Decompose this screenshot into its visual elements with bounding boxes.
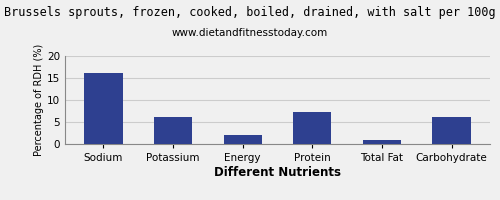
Y-axis label: Percentage of RDH (%): Percentage of RDH (%) (34, 44, 44, 156)
Text: www.dietandfitnesstoday.com: www.dietandfitnesstoday.com (172, 28, 328, 38)
Bar (293, 112, 332, 144)
X-axis label: Different Nutrients: Different Nutrients (214, 166, 341, 179)
Bar (224, 135, 262, 144)
Bar (84, 73, 122, 144)
Bar (432, 117, 470, 144)
Bar (154, 117, 192, 144)
Text: Brussels sprouts, frozen, cooked, boiled, drained, with salt per 100g: Brussels sprouts, frozen, cooked, boiled… (4, 6, 496, 19)
Bar (363, 140, 401, 144)
